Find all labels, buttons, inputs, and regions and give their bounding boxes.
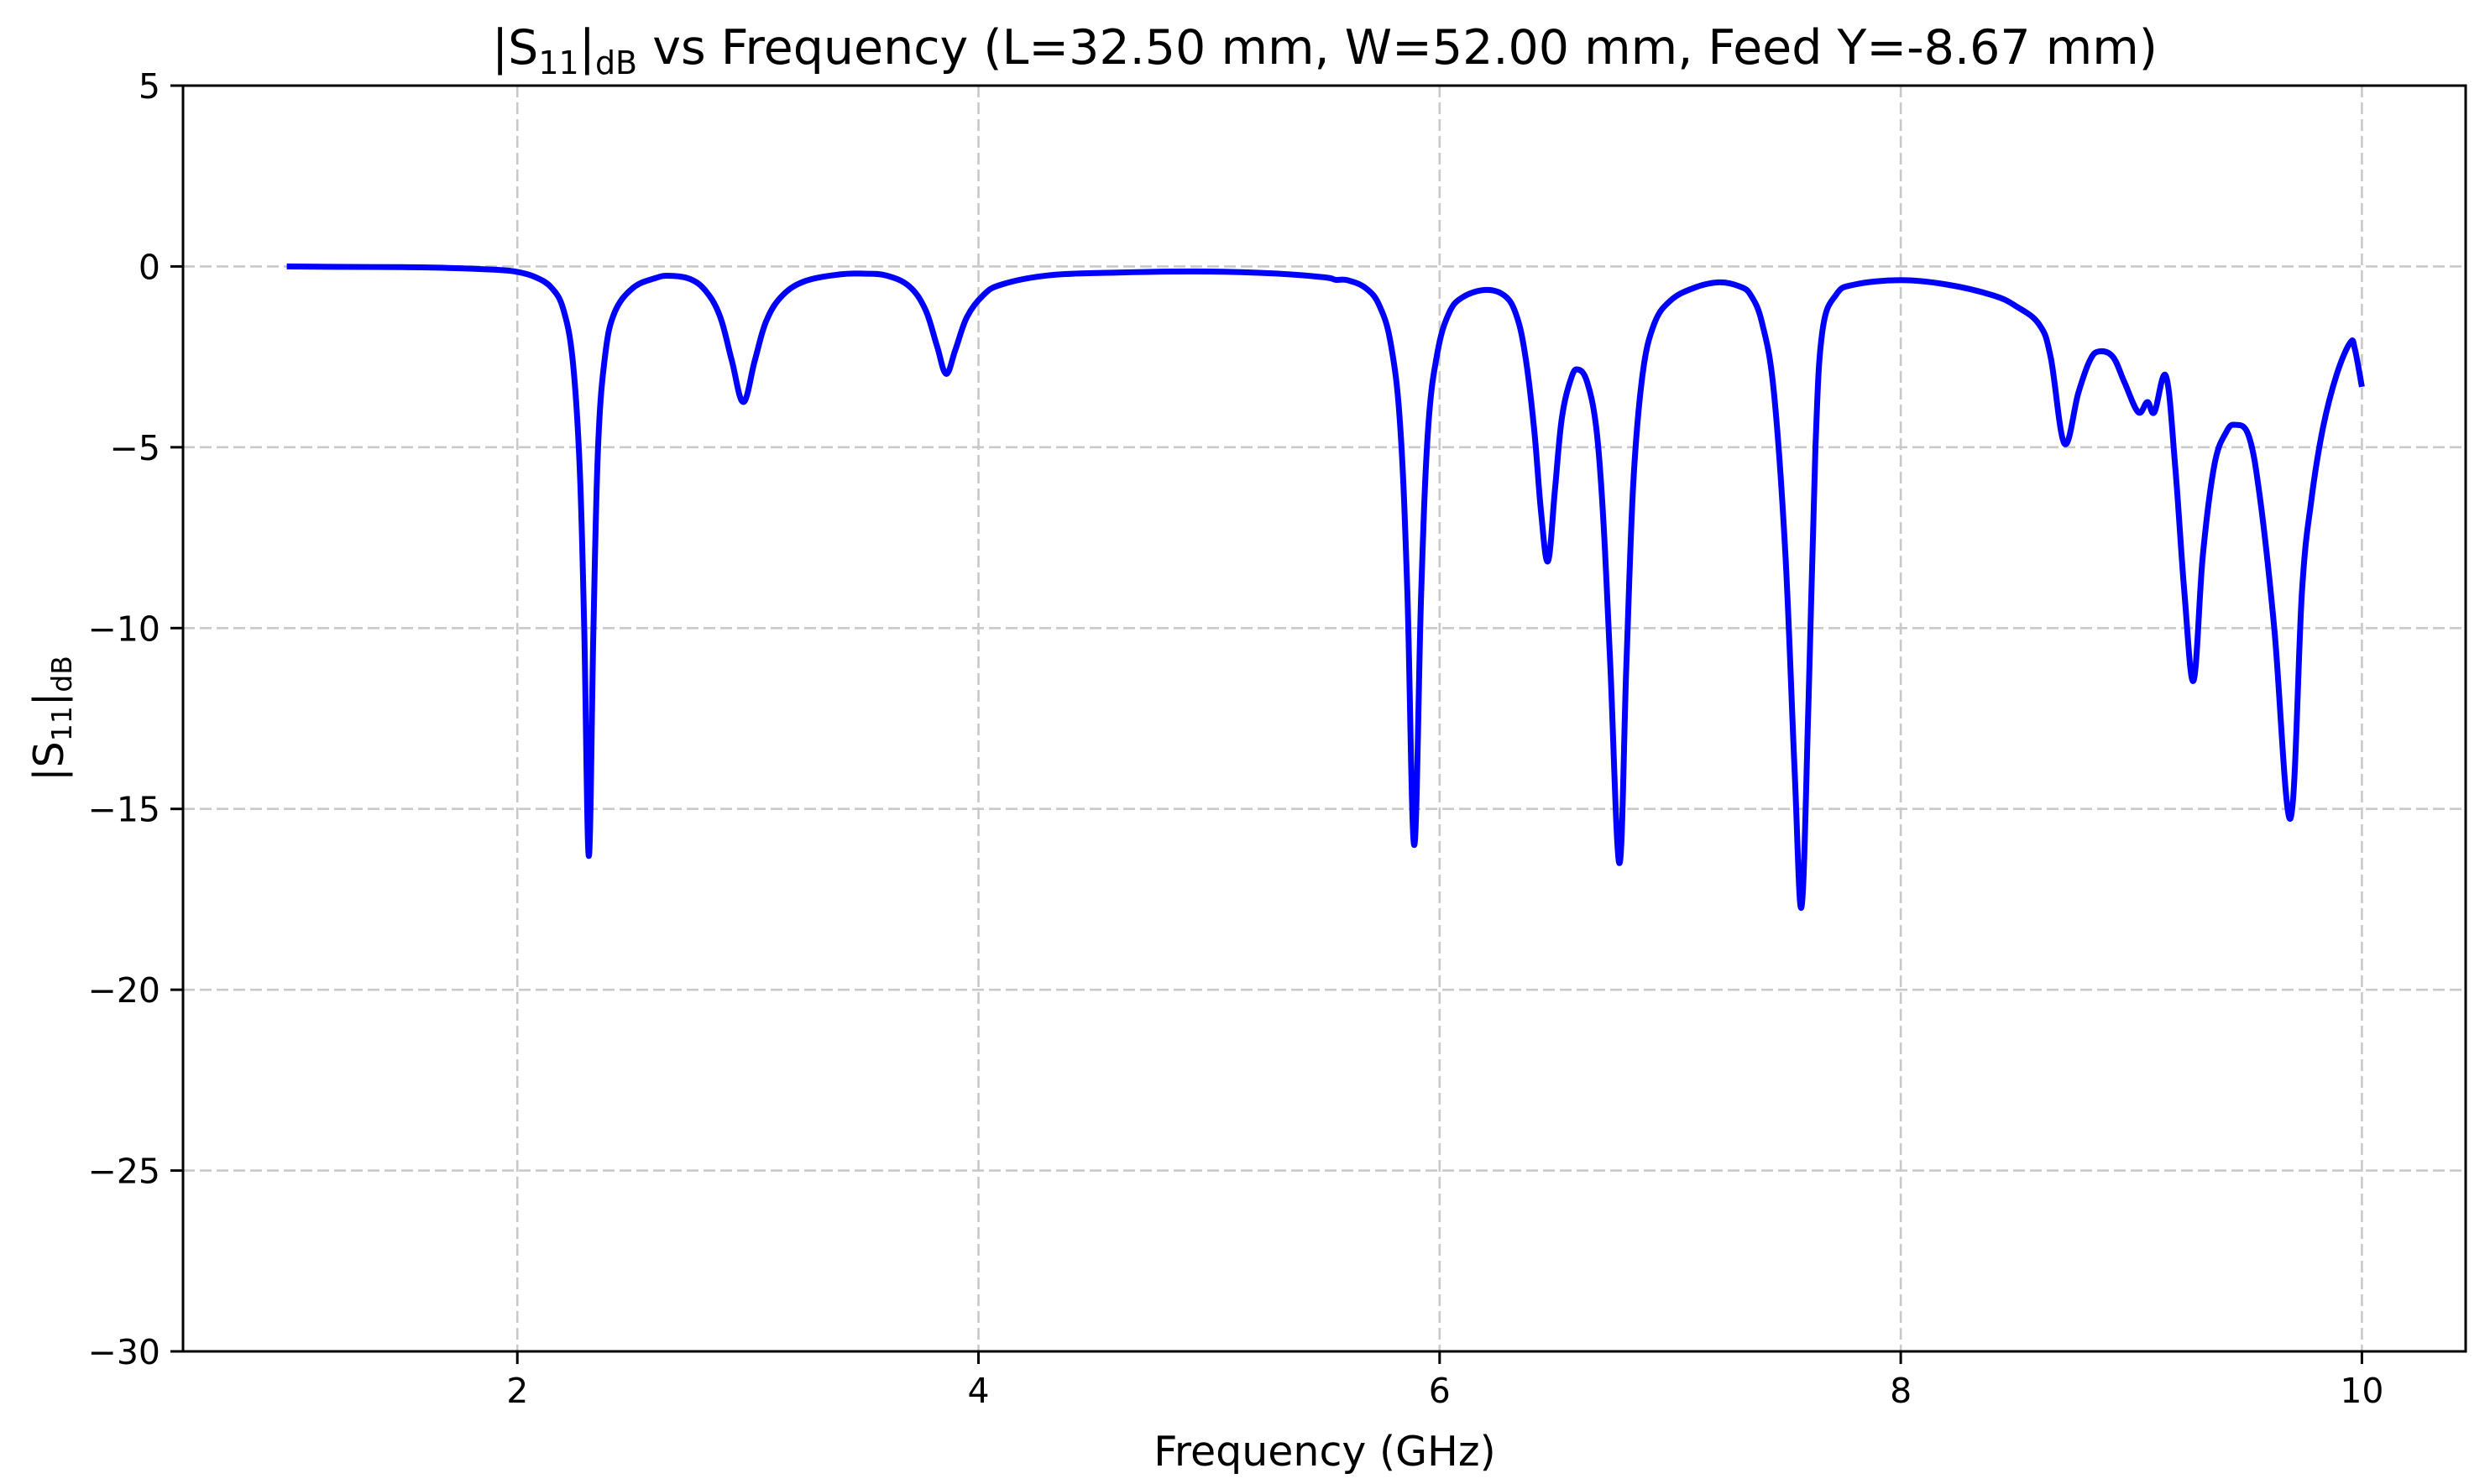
y-axis-label: |S11|dB bbox=[25, 656, 78, 781]
x-tick-label: 4 bbox=[967, 1371, 989, 1411]
y-tick-label: −15 bbox=[87, 790, 160, 830]
y-tick-label: −20 bbox=[87, 970, 160, 1011]
x-tick-label: 6 bbox=[1429, 1371, 1451, 1411]
y-axis-ticks: 5 0 −5 −10 −15 −20 −25 −30 bbox=[87, 66, 183, 1372]
y-tick-label: −10 bbox=[87, 609, 160, 649]
chart-title: |S11|dB vs Frequency (L=32.50 mm, W=52.0… bbox=[492, 20, 2158, 81]
plot-area-frame bbox=[181, 84, 2467, 1353]
s11-curve bbox=[286, 263, 2365, 912]
x-axis-label: Frequency (GHz) bbox=[1153, 1428, 1495, 1476]
x-tick-label: 8 bbox=[1890, 1371, 1912, 1411]
x-axis-ticks: 2 4 6 8 10 bbox=[506, 1351, 2383, 1411]
y-tick-label: −25 bbox=[87, 1152, 160, 1192]
y-tick-label: 0 bbox=[139, 247, 160, 287]
y-tick-label: −5 bbox=[110, 428, 160, 468]
y-tick-label: 5 bbox=[139, 66, 160, 107]
x-tick-label: 2 bbox=[506, 1371, 528, 1411]
x-tick-label: 10 bbox=[2340, 1371, 2383, 1411]
y-tick-label: −30 bbox=[87, 1332, 160, 1372]
